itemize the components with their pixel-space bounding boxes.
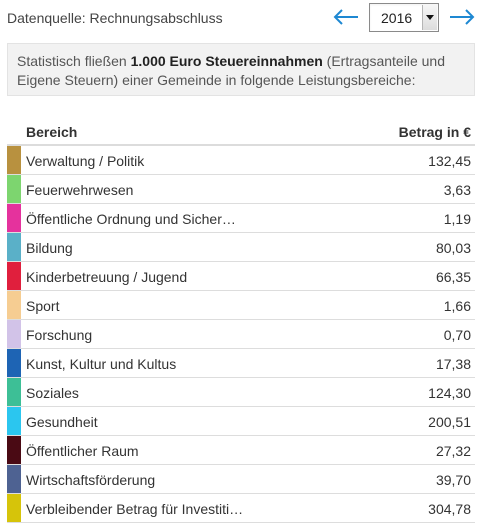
color-swatch xyxy=(7,349,21,377)
color-swatch xyxy=(7,175,21,203)
color-swatch xyxy=(7,407,21,435)
next-year-button[interactable] xyxy=(448,6,476,28)
column-header-bereich: Bereich xyxy=(26,124,78,140)
row-label: Verbleibender Betrag für Investiti… xyxy=(26,501,244,517)
row-label: Verwaltung / Politik xyxy=(26,153,145,169)
row-label: Bildung xyxy=(26,240,73,256)
row-label: Sport xyxy=(26,298,60,314)
table-row[interactable]: Öffentliche Ordnung und Sicher… 1,19 xyxy=(7,204,475,233)
color-swatch xyxy=(7,262,21,290)
row-value: 3,63 xyxy=(443,182,471,198)
row-value: 200,51 xyxy=(428,414,471,430)
table-row[interactable]: Bildung 80,03 xyxy=(7,233,475,262)
arrow-right-icon xyxy=(450,9,475,25)
row-value: 132,45 xyxy=(428,153,471,169)
color-swatch xyxy=(7,378,21,406)
color-swatch xyxy=(7,233,21,261)
table-row[interactable]: Feuerwehrwesen 3,63 xyxy=(7,175,475,204)
table-row[interactable]: Soziales 124,30 xyxy=(7,378,475,407)
table-row[interactable]: Wirtschaftsförderung 39,70 xyxy=(7,465,475,494)
info-text-intro: Statistisch fließen xyxy=(17,53,131,69)
table-row[interactable]: Verwaltung / Politik 132,45 xyxy=(7,146,475,175)
table-row[interactable]: Sport 1,66 xyxy=(7,291,475,320)
row-value: 80,03 xyxy=(435,240,471,256)
year-select[interactable]: 2016 xyxy=(369,3,439,32)
row-label: Kunst, Kultur und Kultus xyxy=(26,356,177,372)
chevron-down-icon xyxy=(426,15,434,20)
color-swatch xyxy=(7,146,21,174)
row-label: Wirtschaftsförderung xyxy=(26,472,156,488)
table-row[interactable]: Gesundheit 200,51 xyxy=(7,407,475,436)
row-label: Feuerwehrwesen xyxy=(26,182,134,198)
color-swatch xyxy=(7,494,21,522)
row-value: 1,66 xyxy=(443,298,471,314)
year-value: 2016 xyxy=(381,10,413,26)
row-value: 0,70 xyxy=(443,327,471,343)
row-value: 27,32 xyxy=(435,443,471,459)
table-row[interactable]: Kinderbetreuung / Jugend 66,35 xyxy=(7,262,475,291)
row-value: 39,70 xyxy=(435,472,471,488)
row-label: Öffentlicher Raum xyxy=(26,443,139,459)
row-value: 304,78 xyxy=(428,501,471,517)
color-swatch xyxy=(7,204,21,232)
row-value: 1,19 xyxy=(443,211,471,227)
row-value: 17,38 xyxy=(435,356,471,372)
table-body: Verwaltung / Politik 132,45 Feuerwehrwesen… xyxy=(7,146,475,523)
table-row[interactable]: Öffentlicher Raum 27,32 xyxy=(7,436,475,465)
top-bar: Datenquelle: Rechnungsabschluss 2016 xyxy=(0,0,480,38)
dropdown-button[interactable] xyxy=(422,5,437,30)
color-swatch xyxy=(7,320,21,348)
column-header-betrag: Betrag in € xyxy=(398,124,471,140)
table-header: Bereich Betrag in € xyxy=(7,117,475,146)
table-row[interactable]: Kunst, Kultur und Kultus 17,38 xyxy=(7,349,475,378)
info-text-highlight: 1.000 Euro Steuereinnahmen xyxy=(130,53,323,69)
table-row[interactable]: Verbleibender Betrag für Investiti… 304,7… xyxy=(7,494,475,523)
row-label: Öffentliche Ordnung und Sicher… xyxy=(26,211,236,227)
row-label: Soziales xyxy=(26,385,79,401)
arrow-left-icon xyxy=(333,9,358,25)
row-value: 66,35 xyxy=(435,269,471,285)
row-label: Forschung xyxy=(26,327,93,343)
table-row[interactable]: Forschung 0,70 xyxy=(7,320,475,349)
color-swatch xyxy=(7,436,21,464)
data-source-label: Datenquelle: Rechnungsabschluss xyxy=(7,10,223,26)
row-value: 124,30 xyxy=(428,385,471,401)
info-text-rest: (Ertragsanteile und Eigene Steuern) eine… xyxy=(17,53,445,88)
info-box: Statistisch fließen 1.000 Euro Steuerein… xyxy=(7,43,475,96)
row-label: Kinderbetreuung / Jugend xyxy=(26,269,188,285)
row-label: Gesundheit xyxy=(26,414,98,430)
previous-year-button[interactable] xyxy=(332,6,360,28)
allocation-table: Bereich Betrag in € Verwaltung / Politik… xyxy=(7,117,475,523)
color-swatch xyxy=(7,465,21,493)
color-swatch xyxy=(7,291,21,319)
